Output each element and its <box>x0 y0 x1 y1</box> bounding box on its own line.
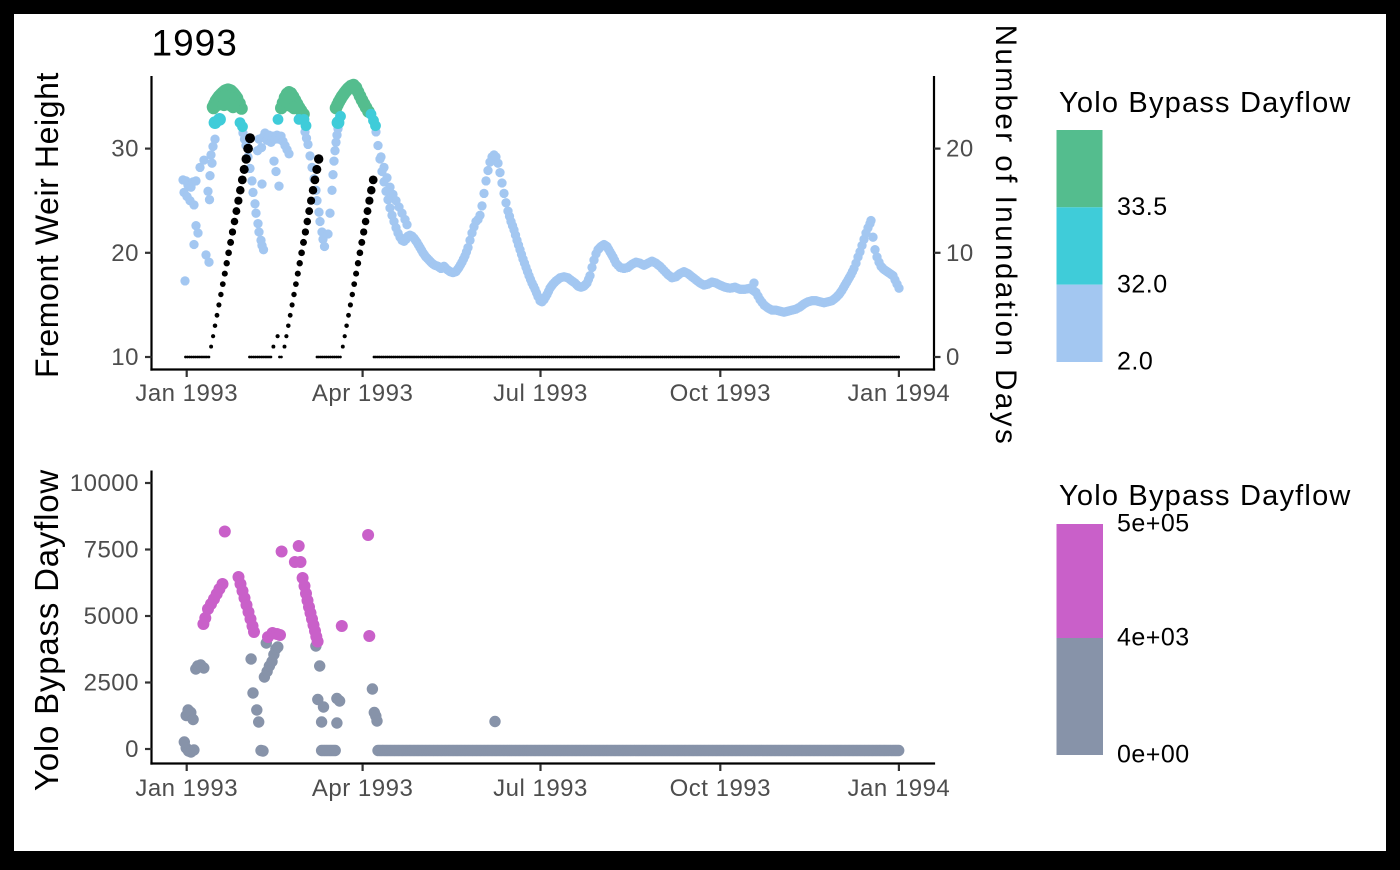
svg-text:Oct 1993: Oct 1993 <box>670 380 771 407</box>
svg-text:4e+03: 4e+03 <box>1117 624 1190 652</box>
svg-text:0: 0 <box>125 736 139 763</box>
svg-text:Jul 1993: Jul 1993 <box>493 775 588 802</box>
svg-text:Yolo Bypass Dayflow: Yolo Bypass Dayflow <box>1059 87 1352 119</box>
svg-text:0: 0 <box>946 344 960 371</box>
svg-text:Yolo Bypass Dayflow: Yolo Bypass Dayflow <box>1059 480 1352 512</box>
svg-text:Apr 1993: Apr 1993 <box>312 380 413 407</box>
svg-text:32.0: 32.0 <box>1117 271 1168 299</box>
svg-text:Oct 1993: Oct 1993 <box>670 775 771 802</box>
svg-text:Jan 1993: Jan 1993 <box>135 775 238 802</box>
svg-text:30: 30 <box>111 136 139 163</box>
svg-text:Jan 1994: Jan 1994 <box>848 775 951 802</box>
svg-text:5000: 5000 <box>84 603 139 630</box>
svg-text:2500: 2500 <box>84 670 139 697</box>
svg-text:0e+00: 0e+00 <box>1117 741 1190 769</box>
svg-text:33.5: 33.5 <box>1117 193 1168 221</box>
svg-text:10: 10 <box>946 240 974 267</box>
svg-text:20: 20 <box>111 240 139 267</box>
svg-text:7500: 7500 <box>84 537 139 564</box>
svg-text:5e+05: 5e+05 <box>1117 510 1190 538</box>
svg-text:Apr 1993: Apr 1993 <box>312 775 413 802</box>
svg-text:Fremont Weir Height: Fremont Weir Height <box>29 72 65 378</box>
svg-text:1993: 1993 <box>152 23 238 64</box>
svg-text:2.0: 2.0 <box>1117 348 1153 376</box>
svg-text:10000: 10000 <box>70 470 139 497</box>
svg-text:Jan 1993: Jan 1993 <box>135 380 238 407</box>
svg-text:Yolo Bypass Dayflow: Yolo Bypass Dayflow <box>28 469 65 791</box>
svg-text:Jul 1993: Jul 1993 <box>493 380 588 407</box>
svg-text:Number of Inundation Days: Number of Inundation Days <box>989 25 1022 447</box>
svg-text:Jan 1994: Jan 1994 <box>848 380 951 407</box>
svg-text:10: 10 <box>111 344 139 371</box>
svg-text:20: 20 <box>946 136 974 163</box>
